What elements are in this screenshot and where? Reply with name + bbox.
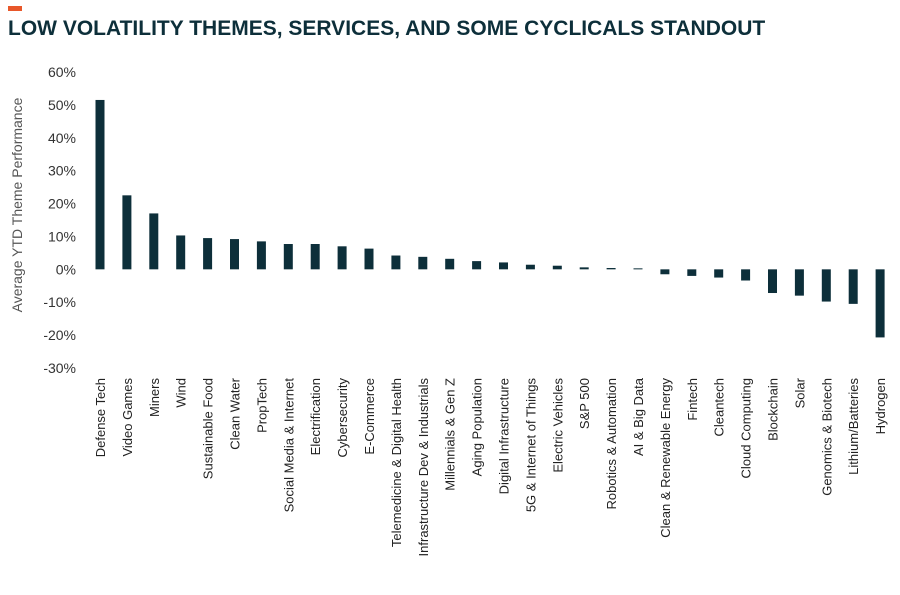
x-tick-label: Electric Vehicles (550, 378, 565, 473)
bar (337, 246, 347, 270)
x-tick-label: Sustainable Food (201, 378, 216, 479)
bar (660, 269, 670, 275)
x-tick-label: AI & Big Data (631, 377, 646, 456)
bar (768, 269, 777, 294)
bar (606, 268, 616, 270)
y-axis-label: Average YTD Theme Performance (9, 97, 25, 312)
y-tick-label: 60% (48, 64, 76, 80)
bar (687, 269, 697, 276)
bar (714, 269, 724, 278)
x-tick-label: Social Media & Internet (281, 378, 296, 513)
y-tick-label: 10% (48, 228, 76, 244)
x-tick-label: Wind (174, 378, 189, 408)
bar (579, 267, 589, 270)
bar (256, 241, 266, 270)
x-tick-label: Solar (792, 377, 807, 408)
x-tick-label: Millennials & Gen Z (443, 378, 458, 491)
y-tick-label: 50% (48, 97, 76, 113)
x-tick-label: Telemedicine & Digital Health (389, 378, 404, 547)
x-tick-label: Clean Water (228, 377, 243, 449)
bar (122, 195, 132, 270)
bar (310, 244, 320, 270)
bar (552, 265, 562, 270)
x-tick-label: Infrastructure Dev & Industrials (416, 378, 431, 557)
bar (445, 258, 455, 270)
bar (364, 248, 374, 270)
x-tick-label: Lithium/Batteries (846, 378, 861, 475)
title-accent-bar (8, 6, 22, 11)
x-tick-label: Blockchain (766, 378, 781, 441)
x-tick-label: Miners (147, 378, 162, 418)
bar (391, 255, 401, 270)
bar (741, 269, 751, 281)
x-tick-label: Fintech (685, 378, 700, 421)
x-axis-labels: Defense Tech Video Games Miners Wind Sustain… (93, 377, 888, 556)
y-tick-label: 20% (48, 196, 76, 212)
x-tick-label: 5G & Internet of Things (523, 378, 538, 513)
bar (472, 261, 482, 270)
y-tick-label: -10% (43, 294, 76, 310)
bar (875, 269, 885, 338)
y-axis-ticks: 60% 50% 40% 30% 20% 10% 0% -10% -20% -30% (43, 64, 76, 376)
bar (633, 268, 643, 270)
x-tick-label: Robotics & Automation (604, 378, 619, 510)
bar (821, 269, 831, 302)
x-tick-label: Electrification (308, 378, 323, 455)
bar (525, 264, 535, 270)
x-tick-label: Cybersecurity (335, 378, 350, 458)
bar (95, 99, 105, 270)
x-tick-label: Video Games (120, 378, 135, 457)
bar (848, 269, 858, 304)
x-tick-label: Defense Tech (93, 378, 108, 457)
y-tick-label: -20% (43, 327, 76, 343)
bar (794, 269, 804, 296)
bar (418, 256, 428, 270)
y-tick-label: -30% (43, 360, 76, 376)
bar (203, 238, 213, 270)
x-tick-label: S&P 500 (577, 378, 592, 429)
y-tick-label: 30% (48, 163, 76, 179)
bar (149, 213, 159, 270)
x-tick-label: Aging Population (470, 378, 485, 476)
x-tick-label: E-Commerce (362, 378, 377, 455)
bar (283, 244, 293, 270)
bars (95, 99, 885, 338)
y-tick-label: 0% (56, 261, 76, 277)
x-tick-label: Cleantech (712, 378, 727, 437)
x-tick-label: Cloud Computing (739, 378, 754, 478)
x-tick-label: Hydrogen (873, 378, 888, 434)
bar (230, 239, 239, 270)
bar (176, 235, 186, 270)
x-tick-label: PropTech (254, 378, 269, 433)
bar (499, 262, 508, 270)
x-tick-label: Genomics & Biotech (819, 378, 834, 496)
chart-title: LOW VOLATILITY THEMES, SERVICES, AND SOM… (8, 17, 766, 40)
y-tick-label: 40% (48, 130, 76, 146)
x-tick-label: Clean & Renewable Energy (658, 378, 673, 538)
x-tick-label: Digital Infrastructure (497, 378, 512, 494)
